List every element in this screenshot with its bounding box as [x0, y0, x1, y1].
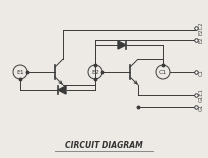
Text: C1: C1 — [199, 69, 204, 76]
Text: E2: E2 — [91, 70, 99, 75]
Text: CIRCUIT DIAGRAM: CIRCUIT DIAGRAM — [65, 140, 143, 149]
Text: G1E1: G1E1 — [199, 88, 204, 102]
Polygon shape — [118, 41, 126, 49]
Text: G1: G1 — [199, 103, 204, 111]
Text: E1: E1 — [16, 70, 24, 75]
Text: E2C2: E2C2 — [199, 21, 204, 35]
Text: C1: C1 — [159, 70, 167, 75]
Polygon shape — [58, 86, 66, 94]
Text: E2: E2 — [199, 37, 204, 43]
